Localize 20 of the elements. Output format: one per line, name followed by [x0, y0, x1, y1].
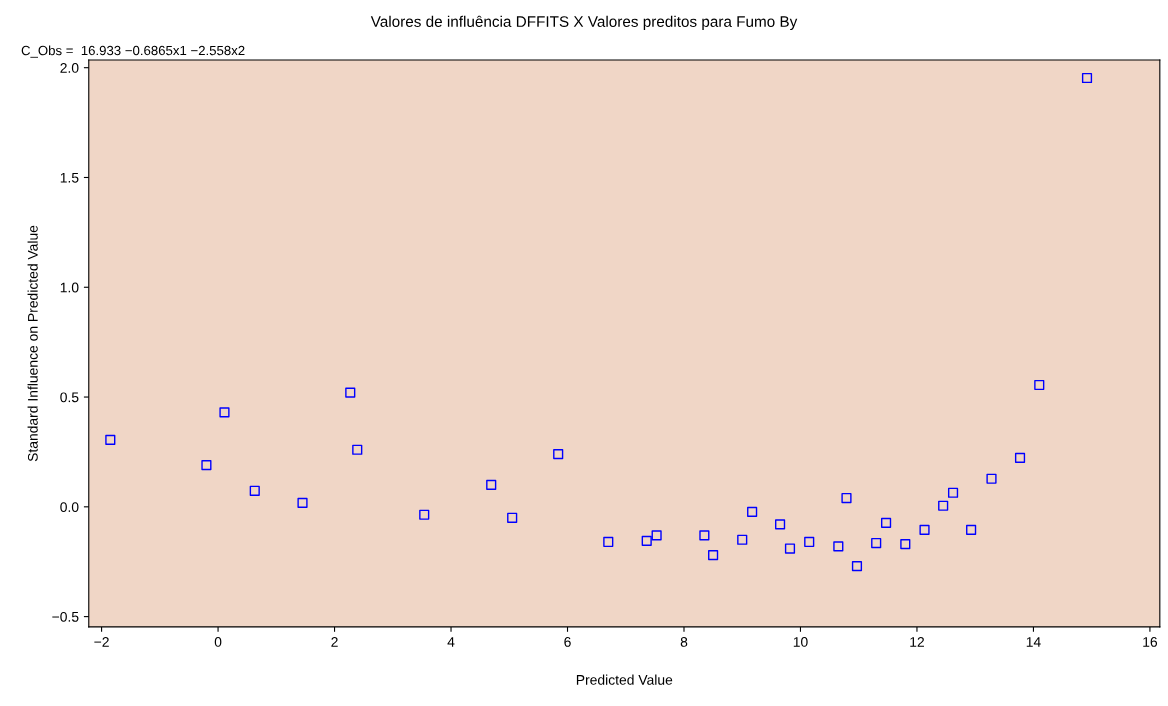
y-tick-label: 0.0	[60, 502, 79, 512]
x-tick-label: 12	[910, 637, 924, 647]
y-tick-label: −0.5	[52, 611, 79, 622]
x-tick-label: 10	[793, 637, 808, 647]
y-tick-label: 2.0	[60, 63, 79, 73]
y-axis-title: Standard Influence on Predicted Value	[27, 225, 38, 462]
x-tick-label: 0	[214, 637, 222, 647]
x-tick-label: 14	[1026, 637, 1041, 647]
x-tick-label: −2	[94, 637, 109, 647]
x-tick-label: 4	[447, 637, 455, 647]
x-tick-label: 8	[680, 637, 688, 647]
y-tick-label: 0.5	[60, 392, 79, 403]
text: C_Obs = 16.933 −0.6865x1 −2.558x2	[21, 45, 245, 58]
chart-title: Valores de influência DFFITS X Valores preditos para Fumo By	[370, 15, 798, 30]
x-tick-label: 2	[331, 637, 338, 647]
x-axis-title: Predicted Value	[576, 674, 673, 685]
y-tick-label: 1.0	[60, 282, 79, 293]
x-tick-label: 6	[564, 637, 571, 647]
y-tick-label: 1.5	[60, 172, 79, 183]
x-tick-label: 16	[1143, 637, 1158, 647]
